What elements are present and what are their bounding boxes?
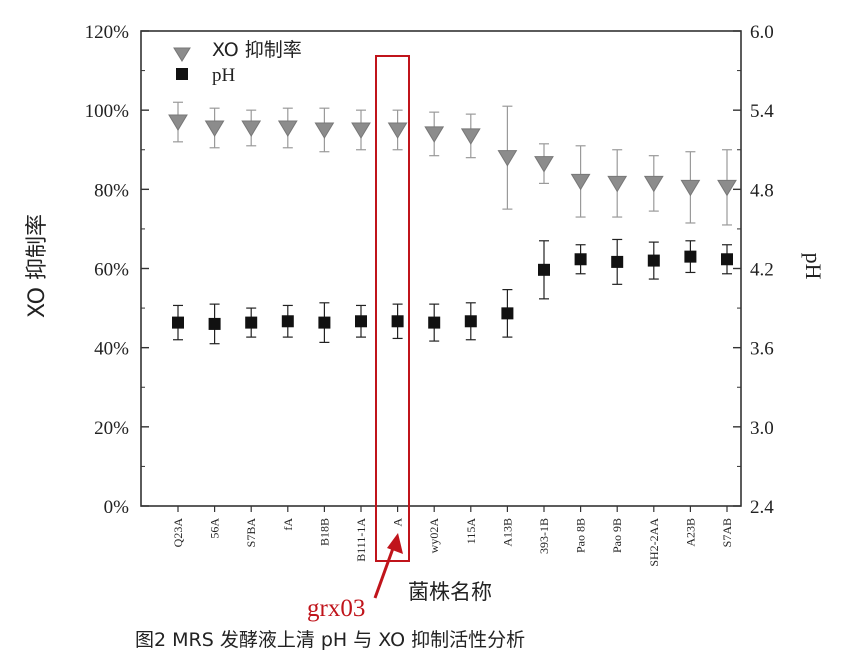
data-point-xo [607,175,628,193]
data-point-ph [172,316,184,329]
plot-frame [140,30,742,507]
legend-marker-ph [176,68,188,80]
data-point-ph [611,255,624,268]
series-ph [172,238,733,345]
data-point-ph [391,315,404,328]
data-point-xo [168,114,188,132]
data-point-ph [245,316,258,329]
data-point-ph [721,253,733,266]
legend-marker-xo [173,47,191,62]
y-left-tick-label: 60% [94,260,129,281]
data-point-ph [464,315,477,328]
x-tick-label: Pao 8B [574,518,588,553]
data-point-ph [538,263,550,276]
y-left-tick-label: 120% [85,22,130,43]
data-point-ph [501,307,514,320]
y-axis-right-title: pH [801,253,826,280]
data-point-ph [428,316,441,329]
data-point-xo [241,120,262,137]
x-tick-label: wy02A [427,518,441,554]
data-point-ph [647,254,660,267]
x-tick-label: 115A [464,518,478,545]
x-tick-label: S7AB [720,518,734,547]
series-xo [168,101,737,226]
data-point-xo [460,128,481,145]
y-right-tick-label: 5.4 [750,101,774,122]
data-point-xo [351,122,371,139]
plot-border [140,30,742,507]
y-right-tick-label: 3.6 [750,339,774,360]
y-left-tick-label: 80% [94,180,129,201]
data-point-ph [208,317,221,330]
data-point-xo [643,175,664,193]
x-tick-label: 56A [208,518,222,539]
x-tick-label: SH2-2AA [647,518,661,567]
y-right-tick-label: 4.8 [750,180,774,201]
x-tick-label: B18B [317,518,331,546]
highlight-box [375,55,410,562]
data-point-xo [497,150,518,167]
data-point-ph [281,315,294,328]
data-point-ph [574,253,587,266]
data-point-xo [424,126,445,143]
x-axis-title: 菌株名称 [408,580,492,604]
y-axis-left-title: XO 抑制率 [25,214,50,318]
y-left-tick-label: 0% [104,497,130,518]
y-right-tick-label: 4.2 [750,260,774,281]
x-tick-label: B111-1A [354,518,368,562]
data-point-xo [680,179,701,197]
y-left-tick-label: 100% [85,101,130,122]
x-tick-label: A [391,518,405,527]
legend-label-ph: pH [212,65,236,86]
data-point-xo [387,122,408,139]
x-tick-label: A23B [683,518,697,547]
axis-ticks: 0% 20% 40% 60% 80% 100% 120% 2.4 3.0 3.6 4.2 4.8 5.4… [85,22,775,567]
annotation-label: grx03 [307,595,365,622]
x-tick-label: fA [281,518,295,531]
data-point-ph [684,250,697,263]
x-tick-label: S7BA [244,518,258,548]
x-tick-label: Q23A [171,518,185,548]
data-point-xo [204,120,225,137]
data-point-xo [277,120,298,137]
data-point-xo [314,122,335,139]
data-point-xo [717,179,737,197]
x-tick-label: A13B [500,518,514,547]
y-right-tick-label: 3.0 [750,418,774,439]
figure-caption: 图2 MRS 发酵液上清 pH 与 XO 抑制活性分析 [135,629,525,651]
data-series [168,101,737,345]
data-point-xo [534,156,554,173]
y-left-tick-label: 20% [94,418,129,439]
x-tick-label: Pao 9B [610,518,624,553]
legend-label-xo: XO 抑制率 [212,39,302,61]
annotation-arrow [373,533,403,599]
data-point-xo [570,173,591,191]
legend: XO 抑制率 pH [173,39,302,86]
y-right-tick-label: 6.0 [750,22,774,43]
x-tick-label: 393-1B [537,518,551,554]
data-point-ph [318,316,331,329]
y-right-tick-label: 2.4 [750,497,774,518]
y-left-tick-label: 40% [94,339,129,360]
data-point-ph [355,315,367,328]
